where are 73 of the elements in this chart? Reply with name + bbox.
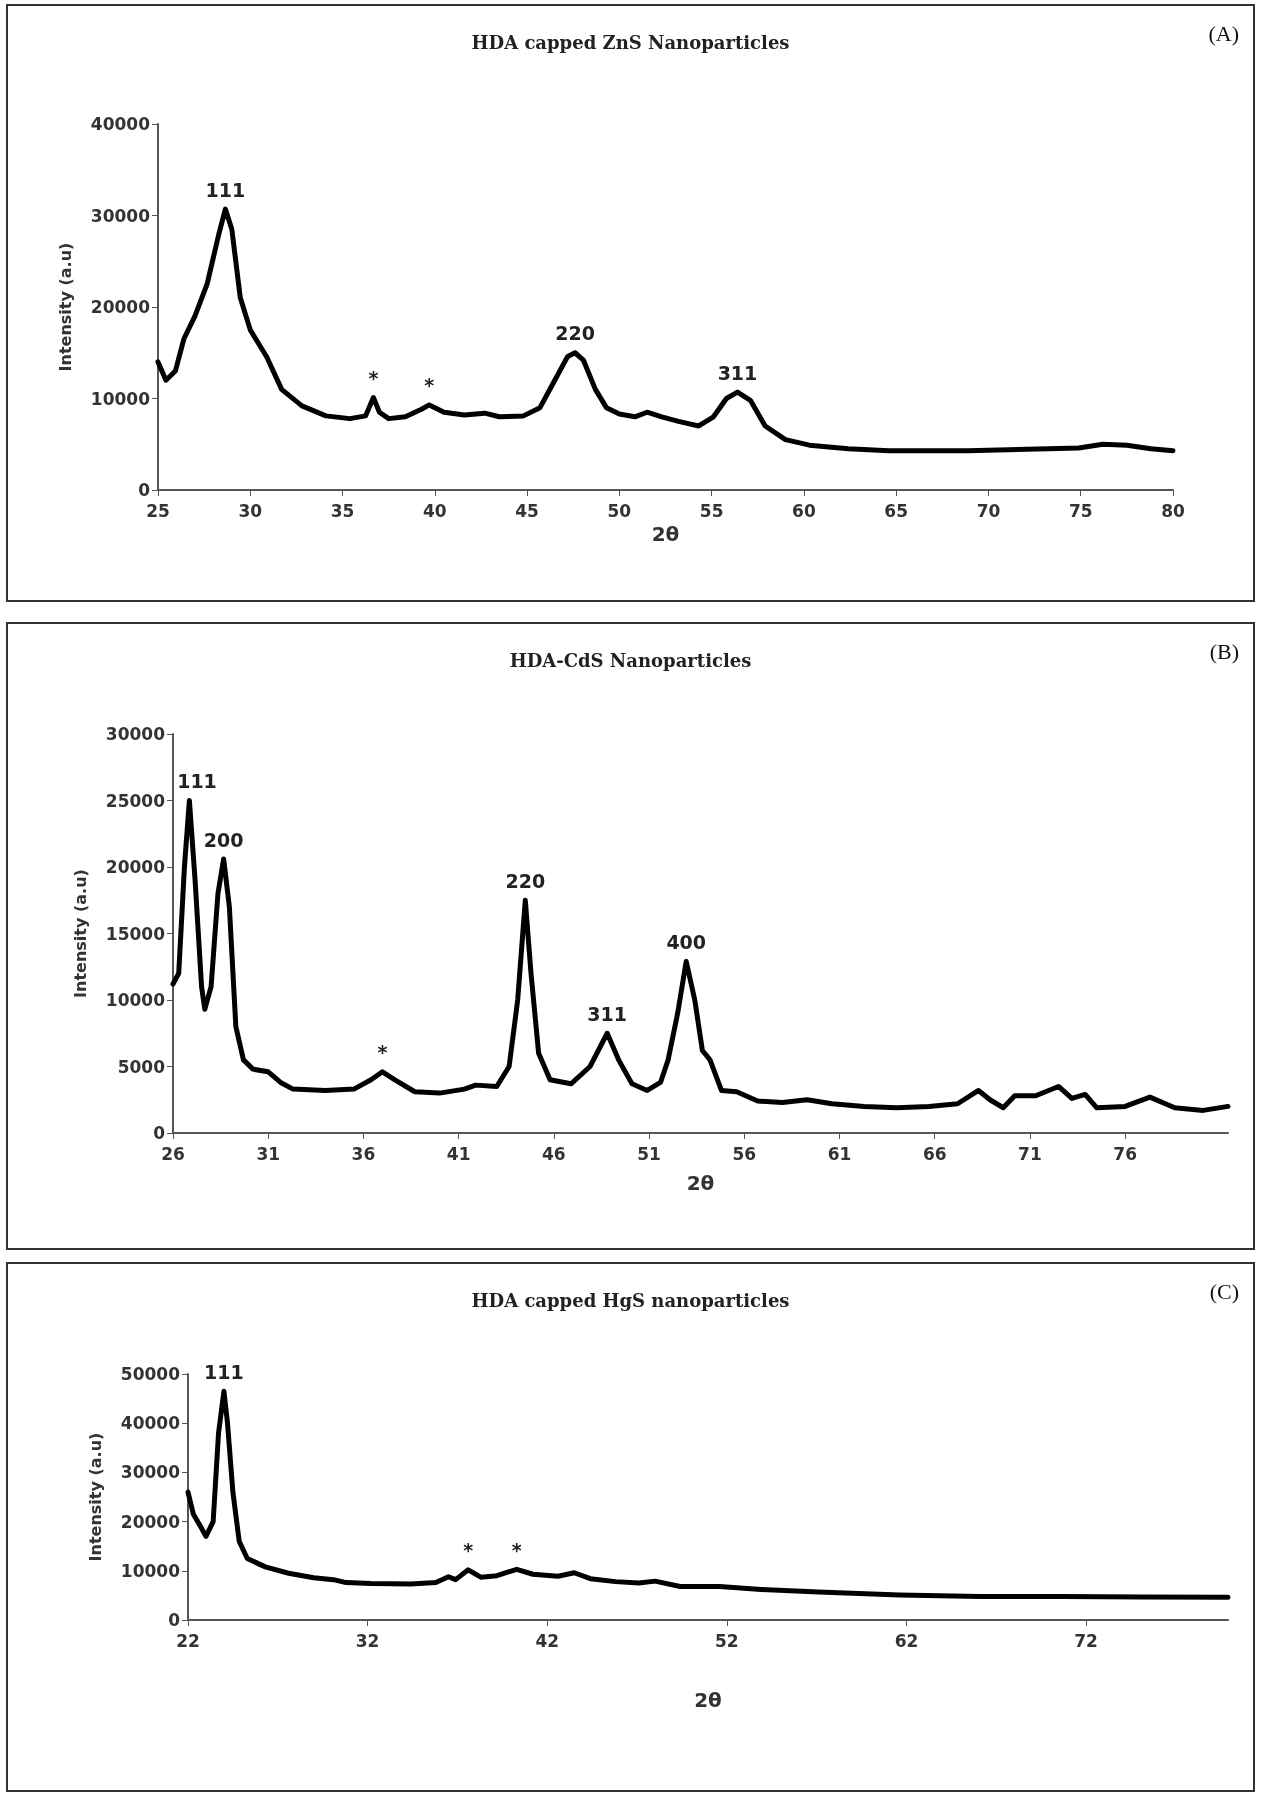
annotation: 200 [203, 828, 244, 851]
x-tick-label: 40 [422, 500, 447, 521]
x-tick-label: 71 [1018, 1143, 1042, 1164]
text: (A) [1208, 20, 1240, 46]
text: (B) [1209, 638, 1239, 664]
annotation: * [463, 1539, 474, 1562]
x-tick-label: 55 [699, 500, 724, 521]
chart-title: HDA capped ZnS Nanoparticles [471, 31, 790, 53]
y-tick-label: 10000 [105, 990, 166, 1010]
annotation: 111 [204, 1360, 244, 1383]
y-axis-title: Intensity (a.u) [70, 869, 90, 998]
x-tick-label: 52 [715, 1630, 739, 1651]
x-tick-label: 56 [732, 1143, 757, 1164]
annotation: * [424, 374, 435, 397]
y-axis-title: Intensity (a.u) [85, 1432, 105, 1562]
y-tick-label: 5000 [117, 1056, 166, 1077]
x-tick-label: 50 [607, 500, 632, 521]
x-tick-label: 22 [176, 1630, 200, 1651]
y-tick-label: 40000 [90, 114, 151, 134]
y-tick-label: 0 [168, 1610, 181, 1630]
annotation: * [377, 1041, 388, 1064]
x-tick-label: 46 [542, 1143, 566, 1164]
annotation: 111 [177, 770, 217, 792]
x-tick-label: 41 [446, 1143, 471, 1164]
annotation: 311 [717, 361, 758, 384]
y-tick-label: 10000 [90, 388, 151, 409]
x-tick-label: 62 [894, 1630, 919, 1651]
y-tick-label: 20000 [90, 297, 151, 317]
annotation: 111 [205, 178, 246, 201]
y-tick-label: 30000 [90, 205, 151, 226]
annotation: 220 [555, 322, 595, 345]
x-tick-label: 61 [827, 1143, 852, 1164]
text: (C) [1209, 1278, 1239, 1304]
y-tick-label: 20000 [120, 1511, 181, 1532]
x-tick-label: 75 [1068, 500, 1093, 521]
y-tick-label: 15000 [105, 923, 166, 944]
x-axis-title: 2θ [694, 1688, 722, 1712]
y-tick-label: 20000 [105, 857, 166, 877]
y-tick-label: 40000 [120, 1413, 181, 1434]
x-axis-title: 2θ [651, 521, 680, 546]
y-tick-label: 30000 [120, 1462, 181, 1483]
annotation: 400 [666, 930, 707, 953]
x-tick-label: 80 [1161, 500, 1185, 521]
annotation: 220 [505, 869, 546, 892]
annotation: 311 [587, 1002, 628, 1025]
x-tick-label: 36 [351, 1143, 376, 1164]
y-tick-label: 50000 [120, 1364, 181, 1384]
x-tick-label: 76 [1113, 1143, 1137, 1164]
chart-title: HDA capped HgS nanoparticles [471, 1289, 790, 1311]
y-tick-label: 30000 [105, 724, 166, 744]
annotation: * [511, 1538, 522, 1561]
y-tick-label: 10000 [120, 1560, 181, 1581]
chart-title: HDA-CdS Nanoparticles [509, 649, 752, 671]
x-tick-label: 66 [922, 1143, 947, 1164]
x-tick-label: 60 [792, 500, 816, 521]
x-axis-title: 2θ [686, 1171, 715, 1195]
y-tick-label: 0 [138, 480, 151, 500]
y-tick-label: 0 [153, 1123, 166, 1143]
y-tick-label: 25000 [105, 790, 166, 811]
x-tick-label: 42 [535, 1630, 560, 1651]
x-tick-label: 26 [161, 1143, 185, 1164]
x-tick-label: 51 [637, 1143, 661, 1164]
x-tick-label: 70 [976, 500, 1001, 521]
x-tick-label: 31 [256, 1143, 281, 1164]
x-tick-label: 72 [1074, 1630, 1098, 1651]
x-tick-label: 65 [884, 500, 909, 521]
annotation: * [368, 367, 379, 390]
x-tick-label: 35 [330, 500, 355, 521]
x-tick-label: 25 [146, 500, 170, 521]
x-tick-label: 45 [515, 500, 539, 521]
y-axis-title: Intensity (a.u) [55, 242, 75, 372]
x-tick-label: 32 [355, 1630, 380, 1651]
x-tick-label: 30 [238, 500, 263, 521]
